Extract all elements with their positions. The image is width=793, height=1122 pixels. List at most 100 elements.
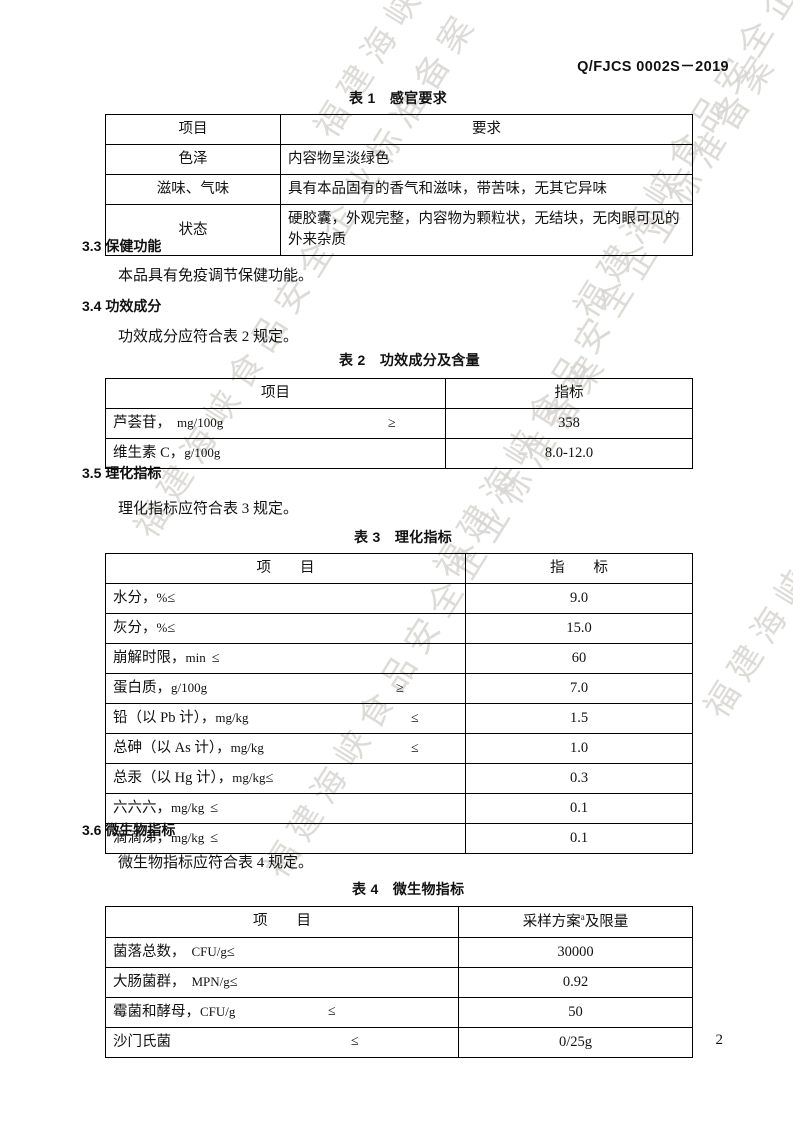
table3-item-ash: 灰分，%≤ — [105, 613, 466, 645]
table3-item-protein-operator: ≥ — [396, 680, 404, 696]
section-3-3-body: 本品具有免疫调节保健功能。 — [118, 268, 314, 284]
table-row: 总汞（以 Hg 计），mg/kg≤ 0.3 — [105, 763, 693, 795]
table-row: 六六六，mg/kg ≤ 0.1 — [105, 793, 693, 825]
standard-code-header: Q/FJCS 0002S－2019 — [577, 59, 729, 75]
table2-caption: 表 2 功效成分及含量 — [339, 352, 480, 368]
table4-value-total-plate-count: 30000 — [458, 936, 693, 968]
table-row: 项目 要求 — [105, 113, 693, 146]
table3-item-disintegration: 崩解时限，min ≤ — [105, 643, 466, 675]
table3-item-lead-operator: ≤ — [411, 710, 419, 726]
table3-item-moisture-name: 水分， — [113, 590, 157, 607]
table3-value-ddt: 0.1 — [465, 823, 693, 855]
table-microbiological-indicators: 项 目 采样方案a及限量 菌落总数， CFU/g≤ 30000 大肠菌群， MPN/… — [105, 906, 693, 1058]
section-3-5-heading: 3.5 理化指标 — [82, 465, 162, 481]
table-row: 状态 硬胶囊，外观完整，内容物为颗粒状，无结块，无肉眼可见的外来杂质 — [105, 204, 693, 257]
section-3-6-heading: 3.6 微生物指标 — [82, 822, 176, 838]
table1-header-item: 项目 — [105, 113, 281, 146]
table3-value-ash: 15.0 — [465, 613, 693, 645]
section-3-4-body: 功效成分应符合表 2 规定。 — [118, 329, 299, 345]
table4-header-sampling-tail: 及限量 — [584, 913, 629, 930]
table4-header-sampling-superscript: a — [580, 912, 585, 922]
table-functional-ingredients: 项目 指标 芦荟苷， mg/100g ≥ 358 维生素 C，g/100g 8.0… — [105, 377, 693, 470]
table2-item-vitaminc-name: 维生素 C， — [113, 445, 185, 462]
table2-item-vitaminc: 维生素 C，g/100g — [105, 438, 446, 470]
table3-item-mercury-name: 总汞（以 Hg 计）， — [113, 770, 233, 787]
section-3-6-body: 微生物指标应符合表 4 规定。 — [118, 855, 314, 871]
table3-item-mercury-unit: mg/kg — [232, 770, 266, 786]
table3-item-arsenic-operator: ≤ — [411, 740, 419, 756]
page-number: 2 — [715, 1032, 724, 1048]
table3-header-index: 指 标 — [465, 552, 693, 585]
table4-item-salmonella-name: 沙门氏菌 — [113, 1033, 171, 1050]
table3-caption: 表 3 理化指标 — [354, 529, 453, 545]
section-3-4-heading: 3.4 功效成分 — [82, 298, 162, 314]
table2-item-vitaminc-unit: g/100g — [184, 445, 221, 461]
table4-item-mold-yeast: 霉菌和酵母，CFU/g ≤ — [105, 996, 459, 1028]
table3-item-moisture: 水分，%≤ — [105, 583, 466, 615]
table4-item-total-plate-count-unit: CFU/g — [191, 943, 227, 959]
table4-item-mold-yeast-operator: ≤ — [328, 1004, 336, 1020]
table1-item-taste: 滋味、气味 — [105, 174, 281, 206]
table-row: 色泽 内容物呈淡绿色 — [105, 144, 693, 176]
table3-item-bhc-operator: ≤ — [210, 800, 219, 817]
table4-item-coliform-name: 大肠菌群， — [113, 973, 186, 990]
table3-value-moisture: 9.0 — [465, 583, 693, 615]
table-row: 沙门氏菌 ≤ 0/25g — [105, 1026, 693, 1058]
table3-item-mercury-operator: ≤ — [265, 770, 274, 787]
table1-item-state: 状态 — [105, 204, 281, 257]
table3-item-disintegration-name: 崩解时限， — [113, 650, 186, 667]
table3-header-item: 项 目 — [105, 552, 466, 585]
table3-item-bhc: 六六六，mg/kg ≤ — [105, 793, 466, 825]
section-3-5-body: 理化指标应符合表 3 规定。 — [118, 501, 299, 517]
table3-item-protein: 蛋白质，g/100g ≥ — [105, 673, 466, 705]
table4-header-sampling-main: 采样方案 — [522, 913, 581, 930]
table3-item-disintegration-unit: min — [185, 650, 206, 666]
table4-item-total-plate-count-name: 菌落总数， — [113, 943, 186, 960]
table3-value-bhc: 0.1 — [465, 793, 693, 825]
table4-item-mold-yeast-name: 霉菌和酵母， — [113, 1003, 200, 1020]
table-row: 水分，%≤ 9.0 — [105, 583, 693, 615]
table4-value-mold-yeast: 50 — [458, 996, 693, 1028]
table-row: 灰分，%≤ 15.0 — [105, 613, 693, 645]
table1-requirement-color: 内容物呈淡绿色 — [280, 144, 693, 176]
table3-item-arsenic-unit: mg/kg — [230, 740, 264, 756]
table3-item-moisture-unit: % — [156, 590, 168, 606]
table3-value-mercury: 0.3 — [465, 763, 693, 795]
table3-item-disintegration-operator: ≤ — [211, 650, 220, 667]
table3-item-ash-name: 灰分， — [113, 620, 157, 637]
table2-value-vitaminc: 8.0-12.0 — [445, 438, 693, 470]
table4-header-sampling-plan: 采样方案a及限量 — [458, 906, 693, 938]
table4-item-mold-yeast-unit: CFU/g — [200, 1003, 236, 1019]
table-row: 蛋白质，g/100g ≥ 7.0 — [105, 673, 693, 705]
table4-item-total-plate-count: 菌落总数， CFU/g≤ — [105, 936, 459, 968]
table2-header-index: 指标 — [445, 377, 693, 410]
table4-item-salmonella-operator: ≤ — [351, 1034, 359, 1050]
table3-item-lead: 铅（以 Pb 计），mg/kg ≤ — [105, 703, 466, 735]
table-row: 项 目 采样方案a及限量 — [105, 906, 693, 938]
table3-item-arsenic: 总砷（以 As 计），mg/kg ≤ — [105, 733, 466, 765]
table-row: 项 目 指 标 — [105, 552, 693, 585]
table-sensory-requirements: 项目 要求 色泽 内容物呈淡绿色 滋味、气味 具有本品固有的香气和滋味，带苦味，… — [105, 113, 693, 257]
table-row: 大肠菌群， MPN/g≤ 0.92 — [105, 966, 693, 998]
table3-item-arsenic-name: 总砷（以 As 计）， — [113, 740, 231, 757]
table4-item-coliform-operator: ≤ — [229, 973, 238, 990]
table4-item-coliform: 大肠菌群， MPN/g≤ — [105, 966, 459, 998]
table3-item-ddt-unit: mg/kg — [171, 830, 205, 846]
table4-item-total-plate-count-operator: ≤ — [226, 943, 235, 960]
table-row: 霉菌和酵母，CFU/g ≤ 50 — [105, 996, 693, 1028]
table-row: 芦荟苷， mg/100g ≥ 358 — [105, 408, 693, 440]
table-row: 维生素 C，g/100g 8.0-12.0 — [105, 438, 693, 470]
table1-header-requirement: 要求 — [280, 113, 693, 146]
table2-value-aloin: 358 — [445, 408, 693, 440]
table-physicochemical-indicators: 项 目 指 标 水分，%≤ 9.0 灰分，%≤ 15.0 — [105, 552, 693, 855]
table2-item-aloin: 芦荟苷， mg/100g ≥ — [105, 408, 446, 440]
table4-item-coliform-unit: MPN/g — [191, 973, 230, 989]
table-row: 滋味、气味 具有本品固有的香气和滋味，带苦味，无其它异味 — [105, 174, 693, 206]
table3-item-bhc-name: 六六六， — [113, 800, 171, 817]
table4-value-salmonella: 0/25g — [458, 1026, 693, 1058]
table4-item-salmonella: 沙门氏菌 ≤ — [105, 1026, 459, 1058]
table3-item-protein-name: 蛋白质， — [113, 680, 171, 697]
table2-item-aloin-operator: ≥ — [388, 415, 396, 431]
table3-item-ddt: 滴滴涕，mg/kg ≤ — [105, 823, 466, 855]
